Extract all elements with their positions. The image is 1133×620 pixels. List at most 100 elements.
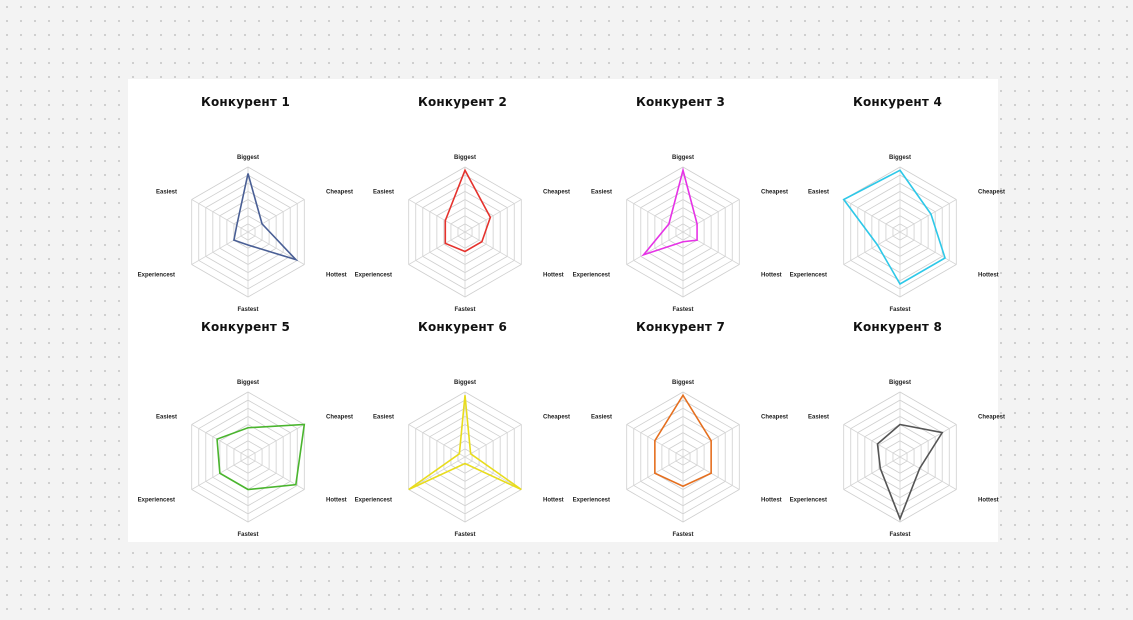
axis-label-cheapest: Cheapest	[761, 190, 788, 196]
chart-title: Конкурент 5	[200, 320, 290, 334]
radar-chart-2: Конкурент 2 Biggest Cheapest Hottest Fastest…	[355, 79, 570, 313]
axis-label-fastest: Fastest	[672, 307, 693, 313]
radar-plot: Biggest Cheapest Hottest Fastest Experiences…	[790, 155, 1005, 313]
axis-label-easiest: Easiest	[808, 190, 829, 196]
axis-spoke	[899, 199, 957, 233]
axis-label-fastest: Fastest	[237, 307, 258, 313]
axis-label-fastest: Fastest	[237, 532, 258, 538]
axis-label-fastest: Fastest	[889, 307, 910, 313]
radar-chart-3: Конкурент 3 Biggest Cheapest Hottest Fastest…	[573, 79, 788, 313]
radar-plot: Biggest Cheapest Hottest Fastest Experiences…	[355, 380, 570, 538]
radar-plot: Biggest Cheapest Hottest Fastest Experiences…	[138, 155, 353, 313]
axis-spoke	[464, 424, 522, 458]
axis-label-experiencest: Experiencest	[138, 273, 175, 279]
axis-label-biggest: Biggest	[672, 380, 694, 386]
series-polygon	[842, 169, 946, 286]
axis-label-easiest: Easiest	[373, 415, 394, 421]
axis-label-fastest: Fastest	[454, 307, 475, 313]
axis-spoke	[408, 424, 466, 458]
axis-label-biggest: Biggest	[237, 155, 259, 161]
axis-spoke	[191, 199, 249, 233]
axis-label-experiencest: Experiencest	[573, 273, 610, 279]
axis-label-experiencest: Experiencest	[355, 273, 392, 279]
axis-spoke	[899, 424, 957, 458]
series-polygon	[444, 168, 492, 253]
radar-chart-8: Конкурент 8 Biggest Cheapest Hottest Fastest…	[790, 304, 1005, 538]
axis-label-cheapest: Cheapest	[543, 415, 570, 421]
axis-spoke	[843, 231, 901, 265]
series-polygon	[876, 423, 944, 521]
axis-label-hottest: Hottest	[326, 498, 347, 504]
axis-label-cheapest: Cheapest	[761, 415, 788, 421]
chart-title: Конкурент 4	[852, 95, 942, 109]
series-polygon	[641, 167, 698, 257]
axis-label-experiencest: Experiencest	[790, 498, 827, 504]
axis-label-easiest: Easiest	[591, 415, 612, 421]
axis-spoke	[843, 199, 901, 233]
axis-label-fastest: Fastest	[889, 532, 910, 538]
axis-spoke	[191, 231, 249, 265]
charts-board: Конкурент 1 Biggest Cheapest Hottest Fastest…	[128, 79, 1005, 542]
axis-label-easiest: Easiest	[808, 415, 829, 421]
axis-label-cheapest: Cheapest	[978, 415, 1005, 421]
axis-label-fastest: Fastest	[672, 532, 693, 538]
axis-label-hottest: Hottest	[326, 273, 347, 279]
axis-label-hottest: Hottest	[543, 498, 564, 504]
chart-title: Конкурент 7	[635, 320, 725, 334]
chart-title: Конкурент 6	[417, 320, 507, 334]
axis-label-cheapest: Cheapest	[326, 190, 353, 196]
radar-chart-7: Конкурент 7 Biggest Cheapest Hottest Fastest…	[573, 304, 788, 538]
axis-spoke	[408, 231, 466, 265]
axis-label-experiencest: Experiencest	[573, 498, 610, 504]
series-polygon	[216, 423, 306, 491]
axis-label-easiest: Easiest	[373, 190, 394, 196]
axis-label-cheapest: Cheapest	[543, 190, 570, 196]
axis-label-biggest: Biggest	[454, 380, 476, 386]
radar-chart-5: Конкурент 5 Biggest Cheapest Hottest Fastest…	[138, 304, 353, 538]
chart-title: Конкурент 8	[852, 320, 942, 334]
axis-label-biggest: Biggest	[672, 155, 694, 161]
radar-chart-4: Конкурент 4 Biggest Cheapest Hottest Fastest…	[790, 79, 1005, 313]
chart-title: Конкурент 3	[635, 95, 725, 109]
axis-label-easiest: Easiest	[591, 190, 612, 196]
axis-label-easiest: Easiest	[156, 415, 177, 421]
axis-spoke	[464, 456, 522, 490]
chart-title: Конкурент 1	[200, 95, 290, 109]
axis-spoke	[247, 424, 305, 458]
axis-spoke	[247, 199, 305, 233]
axis-spoke	[626, 231, 684, 265]
axis-label-hottest: Hottest	[978, 498, 999, 504]
axis-spoke	[408, 199, 466, 233]
radar-plot: Biggest Cheapest Hottest Fastest Experiences…	[573, 380, 788, 538]
axis-spoke	[191, 424, 249, 458]
series-polygon	[408, 395, 522, 491]
axis-spoke	[626, 199, 684, 233]
radar-plot: Biggest Cheapest Hottest Fastest Experiences…	[138, 380, 353, 538]
axis-label-hottest: Hottest	[978, 273, 999, 279]
radar-plot: Biggest Cheapest Hottest Fastest Experiences…	[790, 380, 1005, 538]
axis-spoke	[464, 231, 522, 265]
axis-spoke	[682, 199, 740, 233]
axis-label-biggest: Biggest	[889, 155, 911, 161]
radar-plot: Biggest Cheapest Hottest Fastest Experiences…	[355, 155, 570, 313]
axis-label-fastest: Fastest	[454, 532, 475, 538]
axis-spoke	[899, 231, 957, 265]
axis-spoke	[408, 456, 466, 490]
axis-label-experiencest: Experiencest	[138, 498, 175, 504]
axis-label-hottest: Hottest	[761, 498, 782, 504]
axis-label-cheapest: Cheapest	[326, 415, 353, 421]
radar-plot: Biggest Cheapest Hottest Fastest Experiences…	[573, 155, 788, 313]
axis-spoke	[843, 456, 901, 490]
axis-spoke	[464, 199, 522, 233]
axis-label-biggest: Biggest	[454, 155, 476, 161]
radar-chart-1: Конкурент 1 Biggest Cheapest Hottest Fastest…	[138, 79, 353, 313]
axis-spoke	[843, 424, 901, 458]
axis-label-biggest: Biggest	[237, 380, 259, 386]
axis-label-easiest: Easiest	[156, 190, 177, 196]
axis-label-experiencest: Experiencest	[355, 498, 392, 504]
axis-label-biggest: Biggest	[889, 380, 911, 386]
axis-label-hottest: Hottest	[543, 273, 564, 279]
axis-label-hottest: Hottest	[761, 273, 782, 279]
series-polygon	[654, 393, 712, 488]
axis-label-experiencest: Experiencest	[790, 273, 827, 279]
